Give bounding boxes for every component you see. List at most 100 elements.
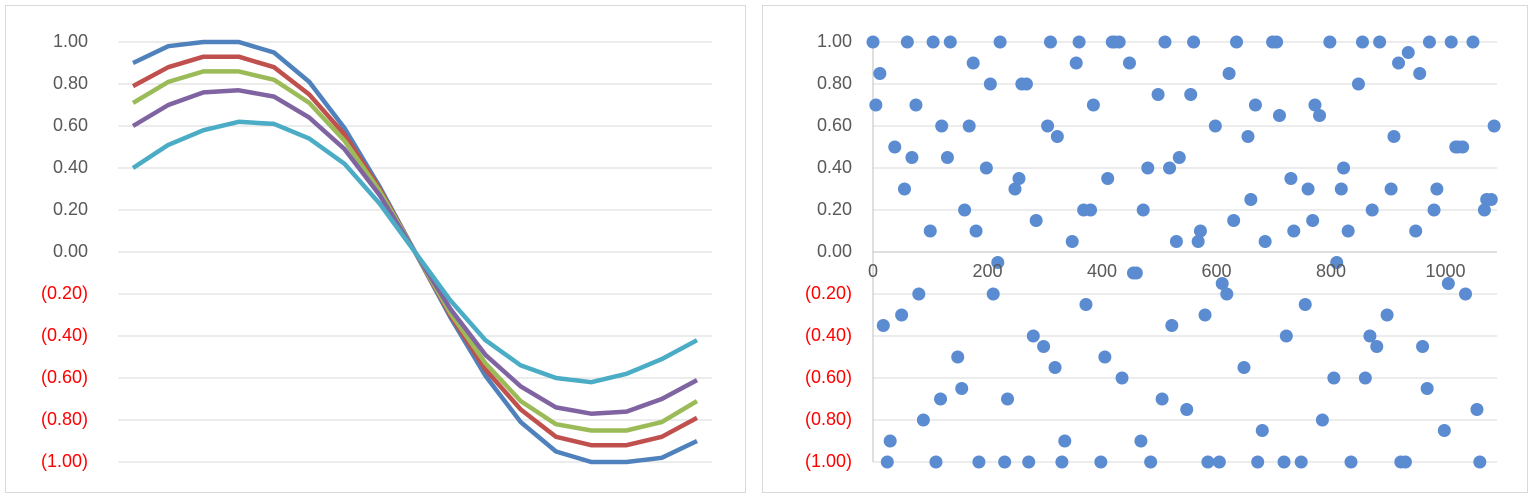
point — [998, 455, 1012, 469]
point — [1258, 235, 1272, 248]
y-tick-label: (0.80) — [41, 409, 88, 429]
point — [1284, 172, 1298, 185]
point — [1134, 434, 1148, 448]
point — [895, 308, 909, 322]
y-tick-label: 0.60 — [817, 115, 852, 135]
point — [873, 67, 887, 80]
y-tick-label: (1.00) — [805, 451, 852, 471]
point — [1151, 88, 1165, 101]
point — [1294, 455, 1308, 469]
point — [1334, 182, 1348, 196]
point — [1308, 98, 1322, 112]
point — [1341, 224, 1355, 238]
point — [1365, 203, 1379, 217]
point — [991, 256, 1005, 269]
y-tick-label: 1.00 — [817, 31, 852, 51]
point — [1198, 308, 1212, 322]
point — [1416, 340, 1430, 353]
y-tick-label: (0.20) — [41, 283, 88, 303]
point — [1323, 35, 1337, 49]
point — [958, 203, 972, 217]
point — [1384, 182, 1398, 196]
point — [934, 392, 948, 406]
point — [1313, 109, 1327, 122]
point — [1251, 455, 1265, 469]
point — [1222, 67, 1236, 80]
point — [1043, 35, 1057, 49]
point — [1473, 455, 1487, 469]
point — [1208, 119, 1222, 133]
point — [1065, 235, 1079, 248]
point — [1344, 455, 1358, 469]
x-tick-label: 0 — [868, 261, 878, 281]
point — [1315, 413, 1329, 427]
point — [912, 287, 926, 301]
point — [962, 119, 976, 133]
y-tick-label: (0.40) — [805, 325, 852, 345]
point — [1193, 224, 1207, 238]
point — [1041, 119, 1055, 133]
point — [1244, 193, 1258, 206]
point — [1098, 350, 1112, 364]
point — [909, 98, 923, 112]
point — [986, 287, 1000, 301]
point — [1484, 193, 1498, 206]
point — [1155, 392, 1169, 406]
point — [1144, 455, 1158, 469]
point — [1387, 130, 1401, 143]
point — [1230, 35, 1244, 49]
point — [1126, 266, 1140, 280]
point — [1163, 161, 1177, 175]
y-tick-label: (0.60) — [41, 367, 88, 387]
point — [1272, 109, 1286, 122]
point — [1237, 361, 1251, 374]
x-tick-label: 1000 — [1425, 261, 1465, 281]
point — [1026, 329, 1040, 343]
point — [969, 224, 983, 238]
point — [866, 35, 880, 49]
point — [1373, 35, 1387, 49]
point — [1487, 119, 1501, 133]
point — [1398, 455, 1412, 469]
point — [897, 182, 911, 196]
point — [1444, 35, 1458, 49]
point — [1180, 403, 1194, 416]
point — [955, 382, 969, 395]
y-tick-label: 0.20 — [53, 199, 88, 219]
point — [923, 224, 937, 238]
point — [979, 161, 993, 175]
point — [935, 119, 949, 133]
point — [1105, 35, 1119, 49]
point — [1351, 77, 1365, 91]
point — [1437, 424, 1451, 437]
point — [1477, 203, 1491, 217]
point — [926, 35, 940, 49]
point — [1069, 56, 1083, 70]
point — [1449, 140, 1463, 154]
y-tick-label: 0.40 — [53, 157, 88, 177]
point — [1470, 403, 1484, 416]
y-tick-label: 0.00 — [53, 241, 88, 261]
point — [888, 140, 902, 154]
point — [1136, 203, 1150, 217]
y-tick-label: 0.40 — [817, 157, 852, 177]
point — [1327, 371, 1341, 385]
point — [883, 434, 897, 448]
point — [1055, 455, 1069, 469]
point — [1287, 224, 1301, 238]
point — [1072, 35, 1086, 49]
point — [1430, 182, 1444, 196]
point — [1459, 287, 1473, 301]
point — [951, 350, 965, 364]
x-tick-label: 800 — [1316, 261, 1346, 281]
point — [1413, 67, 1427, 80]
point — [869, 98, 883, 112]
point — [1037, 340, 1051, 353]
point — [1255, 424, 1269, 437]
x-tick-label: 600 — [1201, 261, 1231, 281]
point — [876, 319, 890, 332]
point — [1165, 319, 1179, 332]
point — [1012, 172, 1026, 185]
point — [916, 413, 930, 427]
